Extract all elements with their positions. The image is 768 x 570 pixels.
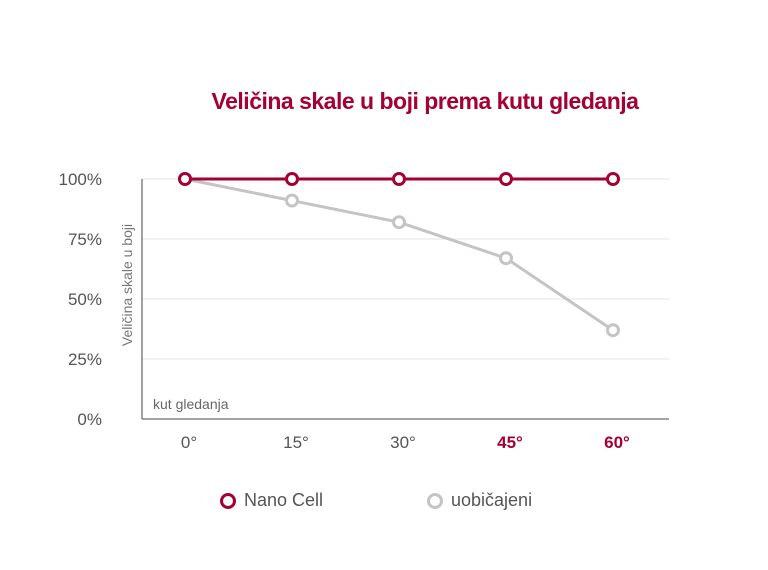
data-point [285, 172, 299, 186]
data-point [392, 215, 406, 230]
data-point [606, 323, 620, 338]
data-point [606, 172, 620, 186]
legend-item-nano-cell: Nano Cell [220, 490, 323, 511]
data-point [178, 172, 192, 186]
x-tick-label: 15° [283, 433, 309, 452]
y-axis-label: Veličina skale u boji [119, 224, 135, 346]
data-point [499, 172, 513, 186]
y-tick-label: 50% [68, 290, 102, 309]
legend-label: uobičajeni [451, 490, 533, 510]
data-point [392, 172, 406, 186]
y-tick-label: 100% [59, 170, 102, 189]
chart-title: Veličina skale u boji prema kutu gledanj… [211, 88, 639, 114]
x-tick-label: 0° [181, 433, 197, 452]
legend-marker-icon [427, 492, 443, 509]
series-line-1 [184, 177, 614, 332]
x-tick-label: 30° [390, 433, 416, 452]
x-axis-label: kut gledanja [153, 396, 229, 412]
legend-label: Nano Cell [244, 490, 324, 510]
y-tick-label: 25% [68, 350, 102, 369]
x-tick-label: 60° [604, 433, 630, 452]
data-point [499, 251, 513, 266]
legend-item-uobicajeni: uobičajeni [427, 490, 532, 511]
data-point [285, 193, 299, 208]
y-tick-label: 0% [77, 410, 102, 429]
x-tick-label: 45° [497, 433, 523, 452]
y-tick-label: 75% [68, 230, 102, 249]
legend-marker-icon [220, 492, 236, 509]
